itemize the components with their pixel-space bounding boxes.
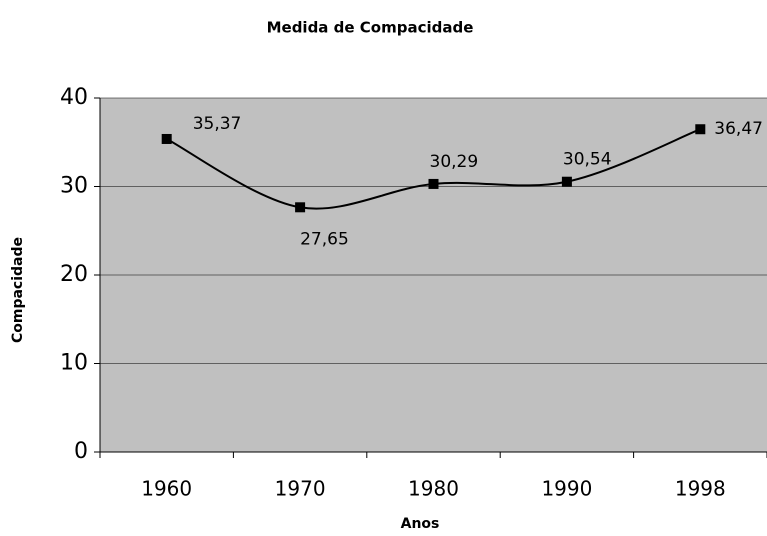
marker [695, 124, 706, 135]
y-tick-label: 20 [60, 262, 88, 287]
x-tick-label: 1980 [408, 477, 459, 501]
data-label: 30,54 [563, 150, 612, 170]
data-label: 35,37 [193, 114, 242, 134]
y-tick-label: 10 [60, 351, 88, 376]
y-tick-label: 0 [74, 439, 88, 464]
x-axis-label: Anos [401, 516, 440, 532]
marker [161, 133, 172, 144]
y-axis-label: Compacidade [10, 237, 26, 343]
x-tick-label: 1998 [675, 477, 726, 501]
data-label: 27,65 [300, 229, 349, 249]
data-label: 36,47 [714, 119, 763, 139]
x-tick-label: 1970 [275, 477, 326, 501]
marker [428, 178, 439, 189]
data-label: 30,29 [430, 152, 479, 172]
y-tick-label: 40 [60, 85, 88, 110]
chart-title: Medida de Compacidade [267, 19, 474, 37]
x-tick-label: 1990 [541, 477, 592, 501]
marker [295, 202, 306, 213]
marker [561, 176, 572, 187]
y-tick-label: 30 [60, 174, 88, 199]
x-tick-label: 1960 [141, 477, 192, 501]
